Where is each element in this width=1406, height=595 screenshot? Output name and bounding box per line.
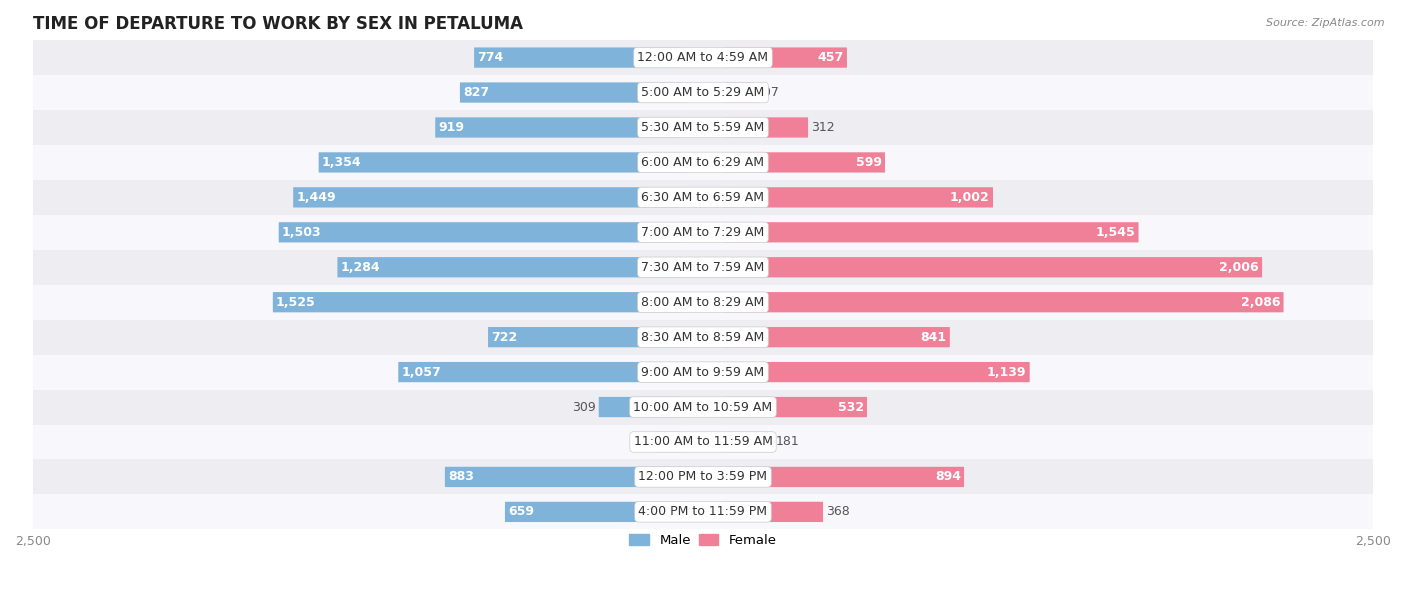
Text: 599: 599 <box>856 156 882 169</box>
Text: 11:00 AM to 11:59 AM: 11:00 AM to 11:59 AM <box>634 436 772 449</box>
Text: 107: 107 <box>756 86 780 99</box>
Text: Source: ZipAtlas.com: Source: ZipAtlas.com <box>1267 18 1385 28</box>
FancyBboxPatch shape <box>337 257 682 277</box>
Text: 9:00 AM to 9:59 AM: 9:00 AM to 9:59 AM <box>641 365 765 378</box>
FancyBboxPatch shape <box>655 432 682 452</box>
FancyBboxPatch shape <box>724 432 773 452</box>
FancyBboxPatch shape <box>319 152 682 173</box>
Bar <box>32 40 1374 75</box>
Text: 8:00 AM to 8:29 AM: 8:00 AM to 8:29 AM <box>641 296 765 309</box>
Text: 722: 722 <box>491 331 517 344</box>
Text: 2,086: 2,086 <box>1241 296 1281 309</box>
Text: 6:00 AM to 6:29 AM: 6:00 AM to 6:29 AM <box>641 156 765 169</box>
Text: 883: 883 <box>449 471 474 484</box>
Bar <box>32 355 1374 390</box>
Bar <box>32 285 1374 320</box>
Bar <box>32 459 1374 494</box>
FancyBboxPatch shape <box>724 502 823 522</box>
Text: 894: 894 <box>935 471 960 484</box>
Text: 1,503: 1,503 <box>283 226 322 239</box>
FancyBboxPatch shape <box>724 292 1284 312</box>
Text: TIME OF DEPARTURE TO WORK BY SEX IN PETALUMA: TIME OF DEPARTURE TO WORK BY SEX IN PETA… <box>32 15 523 33</box>
Text: 532: 532 <box>838 400 863 414</box>
FancyBboxPatch shape <box>398 362 682 382</box>
Bar <box>32 494 1374 530</box>
Text: 309: 309 <box>572 400 596 414</box>
FancyBboxPatch shape <box>724 187 993 208</box>
Bar <box>32 110 1374 145</box>
FancyBboxPatch shape <box>724 362 1029 382</box>
FancyBboxPatch shape <box>273 292 682 312</box>
Text: 1,525: 1,525 <box>276 296 316 309</box>
FancyBboxPatch shape <box>724 257 1263 277</box>
Text: 5:00 AM to 5:29 AM: 5:00 AM to 5:29 AM <box>641 86 765 99</box>
Bar <box>32 180 1374 215</box>
FancyBboxPatch shape <box>599 397 682 417</box>
FancyBboxPatch shape <box>436 117 682 137</box>
Text: 7:30 AM to 7:59 AM: 7:30 AM to 7:59 AM <box>641 261 765 274</box>
Text: 1,139: 1,139 <box>987 365 1026 378</box>
FancyBboxPatch shape <box>444 467 682 487</box>
Text: 1,354: 1,354 <box>322 156 361 169</box>
Text: 1,284: 1,284 <box>340 261 380 274</box>
Text: 8:30 AM to 8:59 AM: 8:30 AM to 8:59 AM <box>641 331 765 344</box>
Text: 774: 774 <box>477 51 503 64</box>
Text: 827: 827 <box>463 86 489 99</box>
FancyBboxPatch shape <box>724 82 754 103</box>
FancyBboxPatch shape <box>474 48 682 68</box>
FancyBboxPatch shape <box>724 152 884 173</box>
FancyBboxPatch shape <box>294 187 682 208</box>
Text: 6:30 AM to 6:59 AM: 6:30 AM to 6:59 AM <box>641 191 765 204</box>
FancyBboxPatch shape <box>460 82 682 103</box>
Legend: Male, Female: Male, Female <box>624 528 782 552</box>
Text: 1,449: 1,449 <box>297 191 336 204</box>
Bar <box>32 320 1374 355</box>
Text: 457: 457 <box>817 51 844 64</box>
Text: 4:00 PM to 11:59 PM: 4:00 PM to 11:59 PM <box>638 505 768 518</box>
Text: 659: 659 <box>508 505 534 518</box>
Text: 12:00 PM to 3:59 PM: 12:00 PM to 3:59 PM <box>638 471 768 484</box>
FancyBboxPatch shape <box>505 502 682 522</box>
Text: 97: 97 <box>637 436 652 449</box>
Text: 181: 181 <box>776 436 800 449</box>
FancyBboxPatch shape <box>724 117 808 137</box>
FancyBboxPatch shape <box>488 327 682 347</box>
FancyBboxPatch shape <box>724 222 1139 242</box>
Text: 1,057: 1,057 <box>402 365 441 378</box>
FancyBboxPatch shape <box>724 48 846 68</box>
Text: 312: 312 <box>811 121 834 134</box>
Text: 7:00 AM to 7:29 AM: 7:00 AM to 7:29 AM <box>641 226 765 239</box>
Text: 919: 919 <box>439 121 464 134</box>
Text: 2,006: 2,006 <box>1219 261 1258 274</box>
Text: 5:30 AM to 5:59 AM: 5:30 AM to 5:59 AM <box>641 121 765 134</box>
Text: 841: 841 <box>921 331 946 344</box>
Bar <box>32 424 1374 459</box>
Bar <box>32 145 1374 180</box>
FancyBboxPatch shape <box>724 397 868 417</box>
Bar <box>32 75 1374 110</box>
Bar <box>32 215 1374 250</box>
Bar <box>32 390 1374 424</box>
Text: 1,545: 1,545 <box>1095 226 1135 239</box>
Bar <box>32 250 1374 285</box>
Text: 368: 368 <box>825 505 849 518</box>
Text: 12:00 AM to 4:59 AM: 12:00 AM to 4:59 AM <box>637 51 769 64</box>
FancyBboxPatch shape <box>724 327 950 347</box>
Text: 10:00 AM to 10:59 AM: 10:00 AM to 10:59 AM <box>634 400 772 414</box>
FancyBboxPatch shape <box>278 222 682 242</box>
FancyBboxPatch shape <box>724 467 965 487</box>
Text: 1,002: 1,002 <box>950 191 990 204</box>
